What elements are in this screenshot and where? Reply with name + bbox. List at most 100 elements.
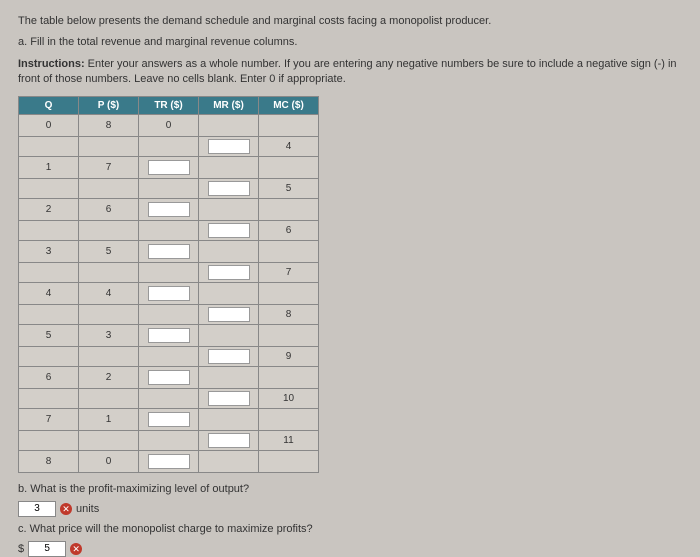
- cell-blank: [19, 388, 79, 408]
- cell-mc: 8: [259, 304, 319, 324]
- question-c: c. What price will the monopolist charge…: [18, 523, 682, 535]
- cell-mr: [199, 304, 259, 324]
- col-q: Q: [19, 96, 79, 114]
- tr-input[interactable]: [148, 454, 190, 469]
- intro-line-2: a. Fill in the total revenue and margina…: [18, 35, 682, 50]
- cell-blank: [139, 220, 199, 240]
- mr-input[interactable]: [208, 433, 250, 448]
- tr-input[interactable]: [148, 370, 190, 385]
- cell-mc-gap: [259, 240, 319, 262]
- cell-mc-gap: [259, 324, 319, 346]
- cell-mc-gap: [259, 408, 319, 430]
- instructions-text: Enter your answers as a whole number. If…: [18, 58, 677, 85]
- wrong-icon: ✕: [60, 503, 72, 515]
- cell-blank: [139, 304, 199, 324]
- answer-b-input[interactable]: [18, 501, 56, 517]
- cell-q: 2: [19, 198, 79, 220]
- cell-tr: [139, 282, 199, 304]
- cell-mc: 7: [259, 262, 319, 282]
- instructions: Instructions: Enter your answers as a wh…: [18, 57, 682, 88]
- cell-mc: 10: [259, 388, 319, 408]
- cell-mr-gap: [199, 282, 259, 304]
- cell-mr-gap: [199, 240, 259, 262]
- cell-blank: [79, 388, 139, 408]
- cell-blank: [139, 388, 199, 408]
- table-row: 35: [19, 240, 319, 262]
- cell-blank: [19, 346, 79, 366]
- cell-blank: [19, 178, 79, 198]
- cell-p: 6: [79, 198, 139, 220]
- tr-input[interactable]: [148, 160, 190, 175]
- tr-input[interactable]: [148, 286, 190, 301]
- cell-tr: [139, 450, 199, 472]
- table-row: 53: [19, 324, 319, 346]
- cell-mc: 5: [259, 178, 319, 198]
- cell-tr: [139, 408, 199, 430]
- mr-input[interactable]: [208, 139, 250, 154]
- answer-c-prefix: $: [18, 543, 24, 555]
- table-offset-row: 4: [19, 136, 319, 156]
- cell-mr-gap: [199, 156, 259, 178]
- cell-mr-gap: [199, 198, 259, 220]
- cell-tr: [139, 366, 199, 388]
- cell-mc-gap: [259, 114, 319, 136]
- col-tr: TR ($): [139, 96, 199, 114]
- cell-q: 1: [19, 156, 79, 178]
- cell-p: 7: [79, 156, 139, 178]
- cell-mc-gap: [259, 156, 319, 178]
- mr-input[interactable]: [208, 223, 250, 238]
- cell-mr: [199, 178, 259, 198]
- table-offset-row: 5: [19, 178, 319, 198]
- cell-mc-gap: [259, 198, 319, 220]
- mr-input[interactable]: [208, 349, 250, 364]
- cell-mr: [199, 220, 259, 240]
- cell-mr-gap: [199, 408, 259, 430]
- table-offset-row: 8: [19, 304, 319, 324]
- tr-input[interactable]: [148, 202, 190, 217]
- cell-tr: [139, 156, 199, 178]
- cell-q: 6: [19, 366, 79, 388]
- mr-input[interactable]: [208, 181, 250, 196]
- table-offset-row: 10: [19, 388, 319, 408]
- cell-p: 5: [79, 240, 139, 262]
- data-table: Q P ($) TR ($) MR ($) MC ($) 08041752663…: [18, 96, 319, 473]
- cell-mr-gap: [199, 450, 259, 472]
- answer-c-input[interactable]: [28, 541, 66, 557]
- cell-blank: [19, 262, 79, 282]
- cell-blank: [79, 430, 139, 450]
- cell-mc-gap: [259, 450, 319, 472]
- cell-mr: [199, 262, 259, 282]
- cell-p: 1: [79, 408, 139, 430]
- mr-input[interactable]: [208, 265, 250, 280]
- table-offset-row: 9: [19, 346, 319, 366]
- cell-mc: 9: [259, 346, 319, 366]
- cell-mc: 6: [259, 220, 319, 240]
- cell-q: 7: [19, 408, 79, 430]
- cell-mr-gap: [199, 366, 259, 388]
- cell-mr: [199, 430, 259, 450]
- cell-tr: 0: [139, 114, 199, 136]
- cell-p: 2: [79, 366, 139, 388]
- cell-mc-gap: [259, 282, 319, 304]
- mr-input[interactable]: [208, 391, 250, 406]
- tr-input[interactable]: [148, 328, 190, 343]
- tr-input[interactable]: [148, 244, 190, 259]
- cell-q: 3: [19, 240, 79, 262]
- instructions-label: Instructions:: [18, 58, 85, 70]
- cell-blank: [19, 220, 79, 240]
- cell-q: 4: [19, 282, 79, 304]
- col-mc: MC ($): [259, 96, 319, 114]
- answer-b-unit: units: [76, 503, 99, 515]
- col-mr: MR ($): [199, 96, 259, 114]
- tr-input[interactable]: [148, 412, 190, 427]
- cell-blank: [79, 304, 139, 324]
- table-row: 44: [19, 282, 319, 304]
- cell-blank: [139, 430, 199, 450]
- cell-p: 0: [79, 450, 139, 472]
- cell-q: 0: [19, 114, 79, 136]
- cell-blank: [139, 136, 199, 156]
- mr-input[interactable]: [208, 307, 250, 322]
- cell-blank: [139, 178, 199, 198]
- cell-q: 5: [19, 324, 79, 346]
- col-p: P ($): [79, 96, 139, 114]
